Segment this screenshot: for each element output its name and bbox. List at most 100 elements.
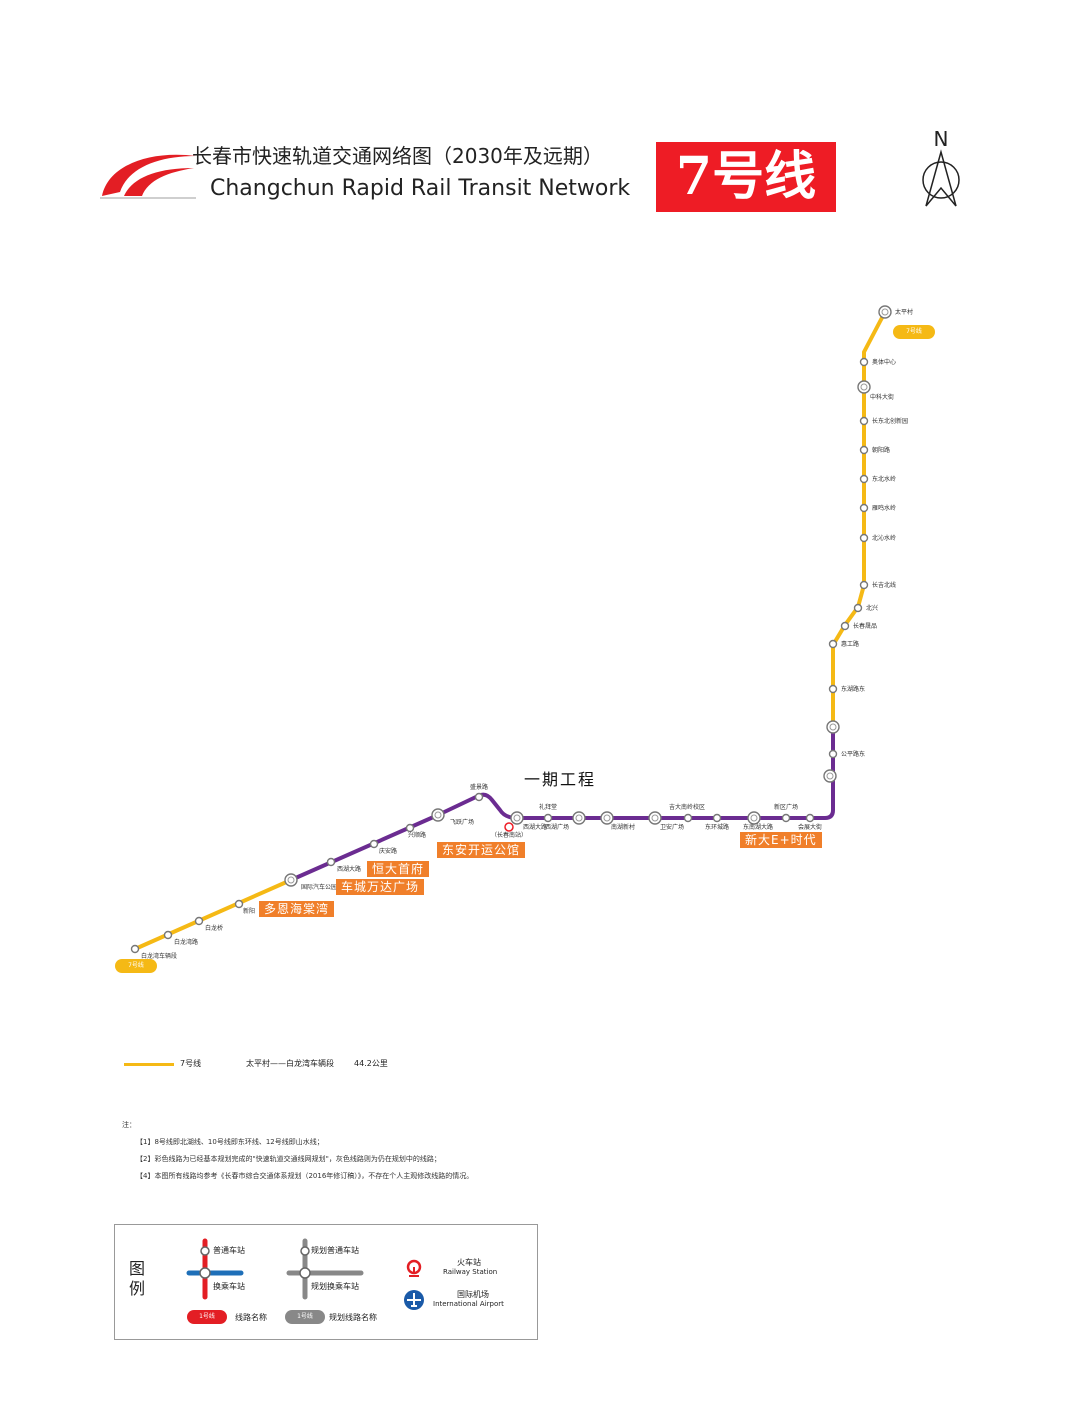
- transfer-station: 太平村: [878, 305, 913, 319]
- station-dot: [405, 823, 415, 833]
- legend-planned-lines-icon: [286, 1238, 364, 1300]
- station-dot: [510, 811, 524, 825]
- transfer-station: 中科大街: [857, 380, 894, 401]
- map-title-chinese: 长春市快速轨道交通网络图（2030年及远期）: [192, 144, 603, 168]
- station-dot: [712, 813, 722, 823]
- station-label: 东湖路东: [841, 685, 865, 693]
- station: 会展大街: [798, 813, 822, 831]
- station-dot: [828, 684, 838, 694]
- station: 惠工路: [828, 639, 859, 649]
- stations-layer: 太平村奥体中心中科大街长东北创新园朝阳路东北水岭雁鸣水岭北沁水岭长吉北线北兴长春…: [130, 305, 913, 960]
- note-item: 【1】8号线即北湖线、10号线即东环线、12号线即山水线；: [136, 1138, 324, 1146]
- station-dot: [828, 749, 838, 759]
- line-length-legend: 7号线 太平村——白龙湾车辆段 44.2公里: [122, 1056, 422, 1072]
- legend-transfer-station: 换乘车站: [213, 1282, 245, 1291]
- north-arrow-icon: N: [922, 127, 960, 207]
- station: 东湖路东: [828, 684, 865, 694]
- station: 长春晟品: [840, 621, 877, 631]
- railway-station-icon: [406, 1259, 422, 1277]
- station: （长春南站）: [491, 822, 527, 839]
- station-dot: [234, 899, 244, 909]
- legend-airport-cn: 国际机场: [457, 1290, 489, 1299]
- legend-railway-en: Railway Station: [443, 1268, 498, 1276]
- station: 东北水岭: [859, 474, 896, 484]
- station-dot: [859, 503, 869, 513]
- station-dot: [878, 305, 892, 319]
- station: 雁鸣水岭: [859, 503, 896, 513]
- station-dot: [828, 639, 838, 649]
- station-label: 惠工路: [841, 640, 859, 648]
- station: 新区广场: [774, 803, 798, 823]
- station-label: 中科大街: [870, 393, 894, 401]
- station: 北兴: [853, 603, 878, 613]
- station-dot: [326, 857, 336, 867]
- transfer-station: 国际汽车公园: [284, 873, 337, 891]
- legend-airport-en: International Airport: [433, 1300, 504, 1308]
- legend-planned-line-name: 规划线路名称: [329, 1313, 377, 1322]
- transfer-station: 吉大南岭校区: [648, 803, 705, 825]
- legend-box: 图例 普通车站 换乘车站 规划普通车站 规划换乘车站 1号线 线路名称 1号线 …: [114, 1224, 538, 1340]
- station-dot: [431, 808, 445, 822]
- station: 东环城路: [705, 813, 729, 831]
- station: 奥体中心: [859, 357, 896, 367]
- station-label: 庆安路: [379, 847, 397, 855]
- station-dot: [826, 720, 840, 734]
- station: 礼拜堂: [539, 803, 557, 823]
- transfer-ring: [513, 814, 521, 822]
- terminal-pill-north: 7号线: [893, 325, 935, 339]
- changchun-rail-logo: [100, 154, 196, 199]
- station-dot: [840, 621, 850, 631]
- station: 长吉北线: [859, 580, 896, 590]
- station-label: 南湖新村: [611, 823, 635, 831]
- station: 西湖大路: [326, 857, 361, 873]
- station: 长东北创新园: [859, 416, 908, 426]
- ad-label: 车城万达广场: [336, 879, 425, 895]
- station: 盛景路: [470, 783, 488, 802]
- station-dot: [857, 380, 871, 394]
- station-label: 长东北创新园: [872, 417, 908, 425]
- station-dot: [853, 603, 863, 613]
- legend-title: 图例: [129, 1259, 146, 1298]
- notes: 注： 【1】8号线即北湖线、10号线即东环线、12号线即山水线； 【2】彩色线路…: [122, 1117, 473, 1185]
- transfer-ring: [881, 308, 889, 316]
- station-label: 国际汽车公园: [301, 883, 337, 891]
- station-dot: [747, 811, 761, 825]
- station-label: 西湖广场: [545, 823, 569, 831]
- station-label: 新区广场: [774, 803, 798, 811]
- station-label: 朝阳路: [872, 446, 890, 454]
- ad-label: 恒大首府: [367, 861, 430, 877]
- station-label: 北兴: [866, 604, 878, 612]
- transfer-ring: [860, 383, 868, 391]
- line-swatch: [124, 1063, 174, 1066]
- transfer-station: [823, 769, 837, 783]
- station-label: 礼拜堂: [539, 803, 557, 811]
- line-7-badge: 7号线: [656, 142, 836, 212]
- station-label: 飞跃广场: [450, 818, 474, 826]
- transfer-ring: [829, 723, 837, 731]
- transfer-station: 西湖大路: [510, 811, 547, 831]
- note-item: 【2】彩色线路为已经基本规划完成的"快速轨道交通线网规划"，灰色线路则为仍在规划…: [136, 1155, 441, 1163]
- station-label: 东南湖大路: [743, 823, 773, 831]
- station-label: 白龙湾路: [174, 938, 198, 946]
- station-dot: [859, 580, 869, 590]
- station: 庆安路: [369, 839, 397, 855]
- station: 兴顺路: [405, 823, 426, 839]
- station-dot: [781, 813, 791, 823]
- station: 新阳: [234, 899, 255, 915]
- map-title-english: Changchun Rapid Rail Transit Network: [210, 176, 631, 201]
- station-label: （长春南站）: [491, 831, 527, 839]
- station: 卫安广场: [660, 813, 693, 831]
- north-label: N: [934, 127, 949, 151]
- station-dot: [543, 813, 553, 823]
- ad-label: 多恩海棠湾: [259, 901, 335, 917]
- station-label: 雁鸣水岭: [872, 504, 896, 512]
- station-dot: [369, 839, 379, 849]
- station: 北沁水岭: [859, 533, 896, 543]
- station-label: 会展大街: [798, 823, 822, 831]
- station: 公平路东: [828, 749, 865, 759]
- station-label: 东北水岭: [872, 475, 896, 483]
- station: 白龙桥: [194, 916, 223, 932]
- transfer-station: [826, 720, 840, 734]
- legend-line-pill: 1号线: [187, 1310, 227, 1324]
